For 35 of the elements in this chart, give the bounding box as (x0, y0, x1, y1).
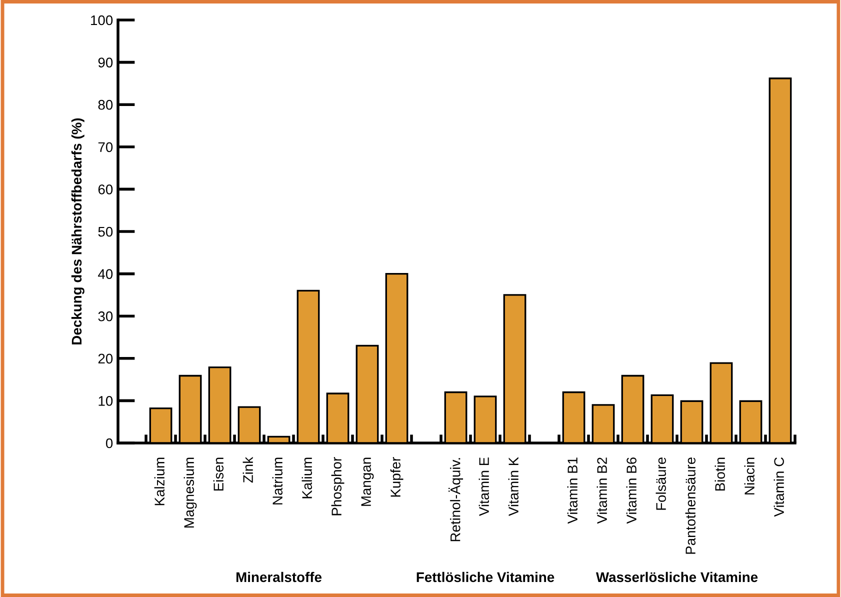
x-tick-label: Vitamin B2 (596, 458, 607, 524)
x-tick-label: Zink (242, 456, 253, 483)
y-tick-label: 70 (98, 142, 113, 152)
x-tick-label: Folsäure (656, 458, 666, 510)
x-tick-label: Kalium (302, 458, 312, 498)
y-tick-label: 10 (98, 396, 113, 406)
x-tick-label: Vitamin C (774, 457, 784, 517)
x-tick-label: Biotin (714, 458, 725, 490)
x-tick-label: Vitamin K (508, 457, 518, 516)
text: Wasserlösliche Vitamine (596, 572, 758, 582)
x-tick-label: Retinol-Äquiv. (448, 458, 464, 542)
x-tick-label: Magnesium (184, 458, 197, 528)
y-tick-label: 30 (98, 311, 113, 322)
y-tick-label: 100 (91, 15, 113, 26)
y-tick-label: 40 (98, 269, 113, 279)
x-tick-label: Kalzium (154, 458, 164, 506)
x-tick-label: Vitamin B1 (567, 458, 578, 524)
x-tick-label: Niacin (744, 458, 754, 494)
y-tick-label: 80 (98, 100, 113, 110)
x-tick-label: Phosphor (331, 457, 344, 516)
x-tick-label: Kupfer (390, 457, 404, 497)
y-tick-label: 50 (98, 226, 113, 237)
text: Fettlösliche Vitamine (416, 572, 554, 582)
x-tick-label: Eisen (213, 458, 224, 490)
y-tick-label: 90 (98, 58, 113, 68)
y-tick-label: 20 (98, 354, 113, 364)
x-tick-label: Pantothensäure (685, 458, 696, 554)
x-tick-label: Natrium (272, 458, 282, 504)
y-tick-label: 0 (106, 438, 113, 448)
y-axis-title: Deckung des Nährstoffbedarfs (%) (71, 118, 84, 344)
x-tick-label: Vitamin E (478, 457, 489, 516)
x-tick-label: Mangan (361, 458, 374, 506)
text: Mineralstoffe (236, 572, 322, 582)
y-tick-label: 60 (98, 184, 113, 194)
x-tick-label: Vitamin B6 (626, 458, 636, 524)
